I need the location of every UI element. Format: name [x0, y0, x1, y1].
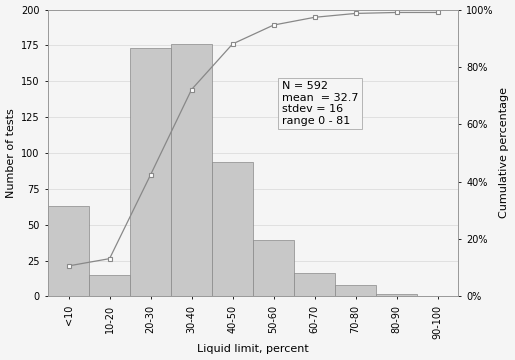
Bar: [294, 274, 335, 296]
Bar: [335, 285, 376, 296]
X-axis label: Liquid limit, percent: Liquid limit, percent: [197, 345, 309, 355]
Bar: [212, 162, 253, 296]
Text: N = 592
mean  = 32.7
stdev = 16
range 0 - 81: N = 592 mean = 32.7 stdev = 16 range 0 -…: [282, 81, 358, 126]
Bar: [171, 44, 212, 296]
Bar: [130, 48, 171, 296]
Y-axis label: Cumulative percentage: Cumulative percentage: [500, 87, 509, 219]
Bar: [48, 206, 89, 296]
Bar: [253, 240, 294, 296]
Bar: [376, 293, 417, 296]
Y-axis label: Number of tests: Number of tests: [6, 108, 15, 198]
Bar: [89, 275, 130, 296]
